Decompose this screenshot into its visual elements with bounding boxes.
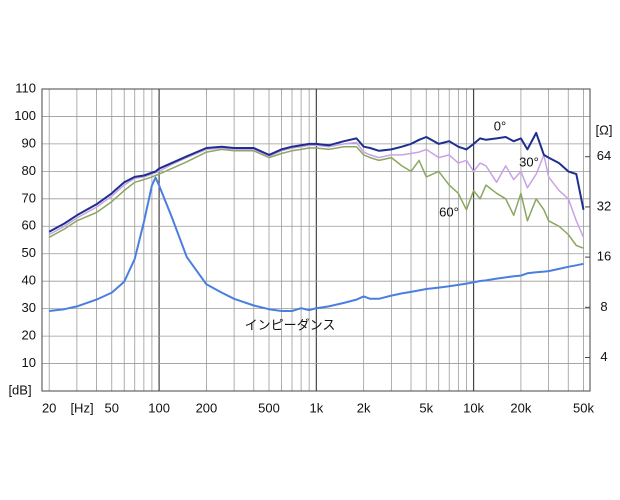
series-line: [49, 176, 584, 312]
series-line: [48, 131, 585, 233]
y2-tick-label: 8: [600, 299, 607, 314]
y2-axis-label: [Ω]: [596, 122, 613, 137]
x-tick-label: 50: [105, 400, 119, 415]
y-axis-label: [dB]: [8, 382, 31, 397]
x-tick-label: 1k: [309, 400, 323, 415]
y2-tick-label: 4: [600, 349, 607, 364]
y-tick-label: 50: [22, 245, 36, 260]
series-label: インピーダンス: [245, 317, 336, 332]
series-label: 0°: [494, 118, 506, 133]
x-tick-label: 500: [258, 400, 280, 415]
x-tick-label: 20k: [510, 400, 531, 415]
y-tick-label: 100: [14, 108, 36, 123]
y2-tick-label: 16: [597, 249, 611, 264]
series-line: [48, 141, 585, 238]
y-tick-label: 60: [22, 218, 36, 233]
series-line: [48, 145, 584, 249]
y-tick-label: 90: [22, 135, 36, 150]
x-tick-label: 10k: [463, 400, 484, 415]
series-label: 60°: [439, 204, 459, 219]
x-tick-label: 20: [42, 400, 56, 415]
y2-tick-label: 32: [597, 198, 611, 213]
y-tick-label: 30: [22, 300, 36, 315]
x-tick-label: 50k: [573, 400, 594, 415]
y-tick-label: 110: [15, 80, 36, 95]
y-tick-label: 40: [22, 273, 36, 288]
x-tick-label: 5k: [419, 400, 433, 415]
x-tick-label: 2k: [357, 400, 371, 415]
x-axis-label: [Hz]: [70, 400, 93, 415]
y2-tick-label: 64: [597, 148, 611, 163]
y-tick-label: 70: [22, 190, 36, 205]
x-tick-label: 100: [148, 400, 170, 415]
series-label: 30°: [519, 154, 539, 169]
plot-frame: [41, 88, 591, 392]
x-tick-label: 200: [196, 400, 218, 415]
y-tick-label: 20: [22, 328, 36, 343]
y-tick-label: 10: [22, 355, 36, 370]
y-tick-label: 80: [22, 163, 36, 178]
